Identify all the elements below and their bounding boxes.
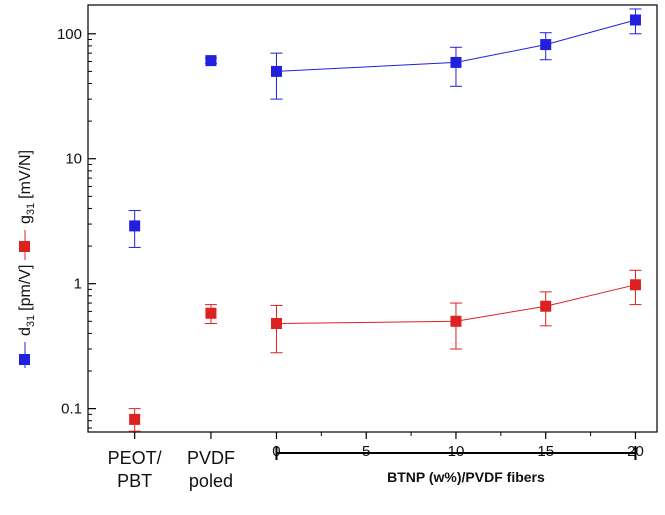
y-tick-label: 0.1 bbox=[61, 401, 82, 418]
series-layer bbox=[128, 8, 642, 432]
data-point bbox=[270, 65, 282, 77]
legend-blue-marker bbox=[19, 354, 30, 365]
y-tick-label: 10 bbox=[65, 151, 82, 168]
plot-frame bbox=[87, 4, 658, 433]
g31-symbol: g bbox=[17, 215, 34, 224]
d31-subscript: 31 bbox=[25, 315, 37, 327]
data-point bbox=[129, 413, 141, 425]
data-point bbox=[450, 56, 462, 68]
data-point bbox=[205, 55, 217, 67]
g31-subscript: 31 bbox=[25, 203, 37, 215]
data-point bbox=[540, 39, 552, 51]
x-tick-label: 5 bbox=[362, 443, 370, 460]
data-point bbox=[540, 300, 552, 312]
series-0 bbox=[128, 8, 642, 248]
category-label-line2: poled bbox=[189, 471, 233, 491]
category-label-line1: PEOT/ bbox=[108, 448, 162, 468]
data-point bbox=[205, 307, 217, 319]
category-label-line1: PVDF bbox=[187, 448, 235, 468]
data-point bbox=[629, 279, 641, 291]
x-tick-label: 15 bbox=[537, 443, 554, 460]
bracket: BTNP (w%)/PVDF fibers bbox=[275, 446, 637, 485]
g31-unit: [mV/N] bbox=[17, 150, 34, 199]
d31-symbol: d bbox=[17, 327, 34, 336]
d31-unit: [pm/V] bbox=[17, 265, 34, 311]
category-label-line2: PBT bbox=[117, 471, 152, 491]
data-point bbox=[129, 220, 141, 232]
y-axis-label: d31[pm/V] g31[mV/N] bbox=[17, 150, 37, 368]
data-point bbox=[450, 315, 462, 327]
d31-label: d31 [pm/V] bbox=[17, 265, 37, 336]
x-tick-label: 10 bbox=[448, 443, 465, 460]
series-line bbox=[276, 19, 636, 72]
data-point bbox=[270, 318, 282, 330]
data-point bbox=[629, 14, 641, 26]
g31-label: g31 [mV/N] bbox=[17, 150, 37, 224]
y-tick-label: 100 bbox=[57, 26, 82, 43]
series-1 bbox=[128, 269, 642, 432]
bracket-label: BTNP (w%)/PVDF fibers bbox=[387, 469, 545, 485]
y-axis: 0.1 1 10 100 bbox=[57, 26, 96, 429]
y-tick-label: 1 bbox=[74, 276, 82, 293]
legend-red-marker bbox=[19, 241, 30, 252]
series-line bbox=[276, 284, 636, 324]
